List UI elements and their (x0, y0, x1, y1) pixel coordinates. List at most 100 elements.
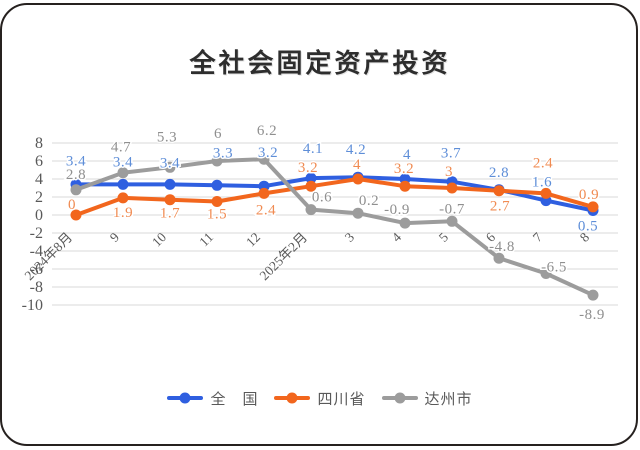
data-label: 1.9 (113, 205, 133, 221)
data-point (493, 252, 505, 264)
x-axis-tick-label: 5 (436, 229, 452, 245)
data-point (540, 268, 552, 279)
legend-line-marker-icon (381, 392, 418, 404)
data-label: 3.2 (394, 161, 414, 177)
data-label: 2.7 (490, 199, 510, 215)
data-point (446, 215, 458, 227)
data-label: 3.3 (213, 145, 233, 161)
data-label: 4 (353, 157, 361, 173)
data-point (352, 173, 364, 185)
chart-legend: 全 国 四川省 达州市 (0, 385, 640, 411)
x-axis-tick-label: 10 (149, 229, 169, 249)
data-point (305, 172, 317, 184)
data-point (305, 180, 317, 192)
legend-dot-icon (179, 392, 191, 404)
data-point (258, 187, 270, 199)
legend-label: 四川省 (317, 391, 366, 408)
data-label: 3.2 (298, 160, 318, 176)
legend-item-national: 全 国 (167, 388, 258, 409)
data-label: 6 (214, 126, 222, 142)
data-label: 1.6 (532, 175, 552, 191)
data-label: 6.2 (257, 123, 277, 139)
data-point (399, 180, 411, 192)
y-axis-tick-label: 2 (35, 189, 43, 206)
y-axis-tick-label: -4 (30, 243, 43, 260)
data-point (399, 217, 411, 229)
data-point (211, 196, 223, 207)
legend-label: 全 国 (210, 391, 259, 408)
legend-item-sichuan: 四川省 (274, 388, 365, 409)
data-point (164, 194, 176, 206)
chart-title: 全社会固定资产投资 (189, 48, 451, 78)
data-point (70, 209, 82, 221)
data-point (117, 167, 129, 179)
y-axis-tick-label: 6 (35, 153, 43, 170)
data-label: 4.7 (111, 140, 131, 156)
y-axis-tick-label: 4 (35, 171, 43, 188)
x-axis-tick-label: 7 (530, 229, 546, 245)
data-label: 3.4 (66, 153, 86, 169)
x-axis-tick-label: 4 (389, 229, 405, 245)
data-point (446, 182, 458, 194)
x-axis-tick-label: 2025年2月 (257, 230, 311, 284)
data-label: -0.9 (384, 202, 410, 218)
data-label: -4.8 (489, 239, 515, 255)
data-label: 0.9 (579, 187, 599, 203)
data-label: 1.7 (160, 206, 180, 222)
y-axis-tick-label: -10 (22, 297, 43, 314)
series-line-2 (74, 157, 595, 298)
data-point (352, 207, 364, 219)
data-point (493, 185, 505, 197)
data-point (305, 204, 317, 216)
x-axis-tick-label: 3 (342, 229, 358, 245)
legend-dot-icon (394, 392, 405, 404)
data-label: -8.9 (579, 307, 605, 323)
data-label: -0.7 (439, 201, 465, 217)
data-point (211, 179, 223, 191)
legend-item-dazhou: 达州市 (381, 388, 473, 409)
data-label: 4.1 (303, 141, 323, 157)
x-axis-tick-label: 11 (196, 230, 216, 250)
data-label: 3.2 (258, 145, 278, 161)
data-label: 3.4 (160, 155, 180, 171)
data-point (164, 178, 176, 190)
legend-label: 达州市 (424, 391, 473, 408)
data-point (117, 192, 129, 204)
data-label: 5.3 (157, 129, 177, 145)
series-line-1 (74, 177, 595, 217)
data-label: 1.5 (207, 207, 227, 223)
x-axis-tick-label: 9 (107, 229, 123, 245)
data-label: -6.5 (541, 260, 567, 276)
data-label: 4.2 (346, 142, 366, 158)
data-point (587, 201, 599, 213)
legend-dot-icon (286, 392, 298, 404)
data-point (164, 161, 176, 173)
data-label: 0 (68, 197, 76, 213)
data-point (587, 289, 599, 301)
legend-line-marker-icon (274, 392, 311, 404)
data-label: 3.4 (113, 154, 133, 170)
y-axis-tick-label: -8 (30, 279, 43, 296)
data-point (258, 153, 270, 165)
y-axis-tick-label: -2 (30, 225, 43, 242)
data-label: 2.8 (66, 167, 86, 183)
data-label: 4 (403, 147, 411, 163)
data-point (117, 178, 129, 190)
y-axis-tick-label: 0 (35, 207, 43, 224)
data-label: 2.4 (533, 155, 553, 171)
data-point (211, 155, 223, 167)
data-label: 0.6 (312, 190, 332, 206)
data-label: 0.2 (359, 193, 379, 209)
y-axis-tick-label: 8 (35, 135, 43, 152)
data-label: 2.4 (256, 202, 276, 218)
data-label: 3 (445, 164, 453, 180)
data-label: 0.5 (578, 219, 598, 235)
legend-line-marker-icon (167, 392, 204, 404)
data-point (70, 184, 82, 196)
data-point (540, 187, 552, 199)
data-label: 2.8 (489, 165, 509, 181)
data-label: 3.7 (441, 146, 461, 162)
y-axis-tick-label: -6 (30, 261, 43, 278)
